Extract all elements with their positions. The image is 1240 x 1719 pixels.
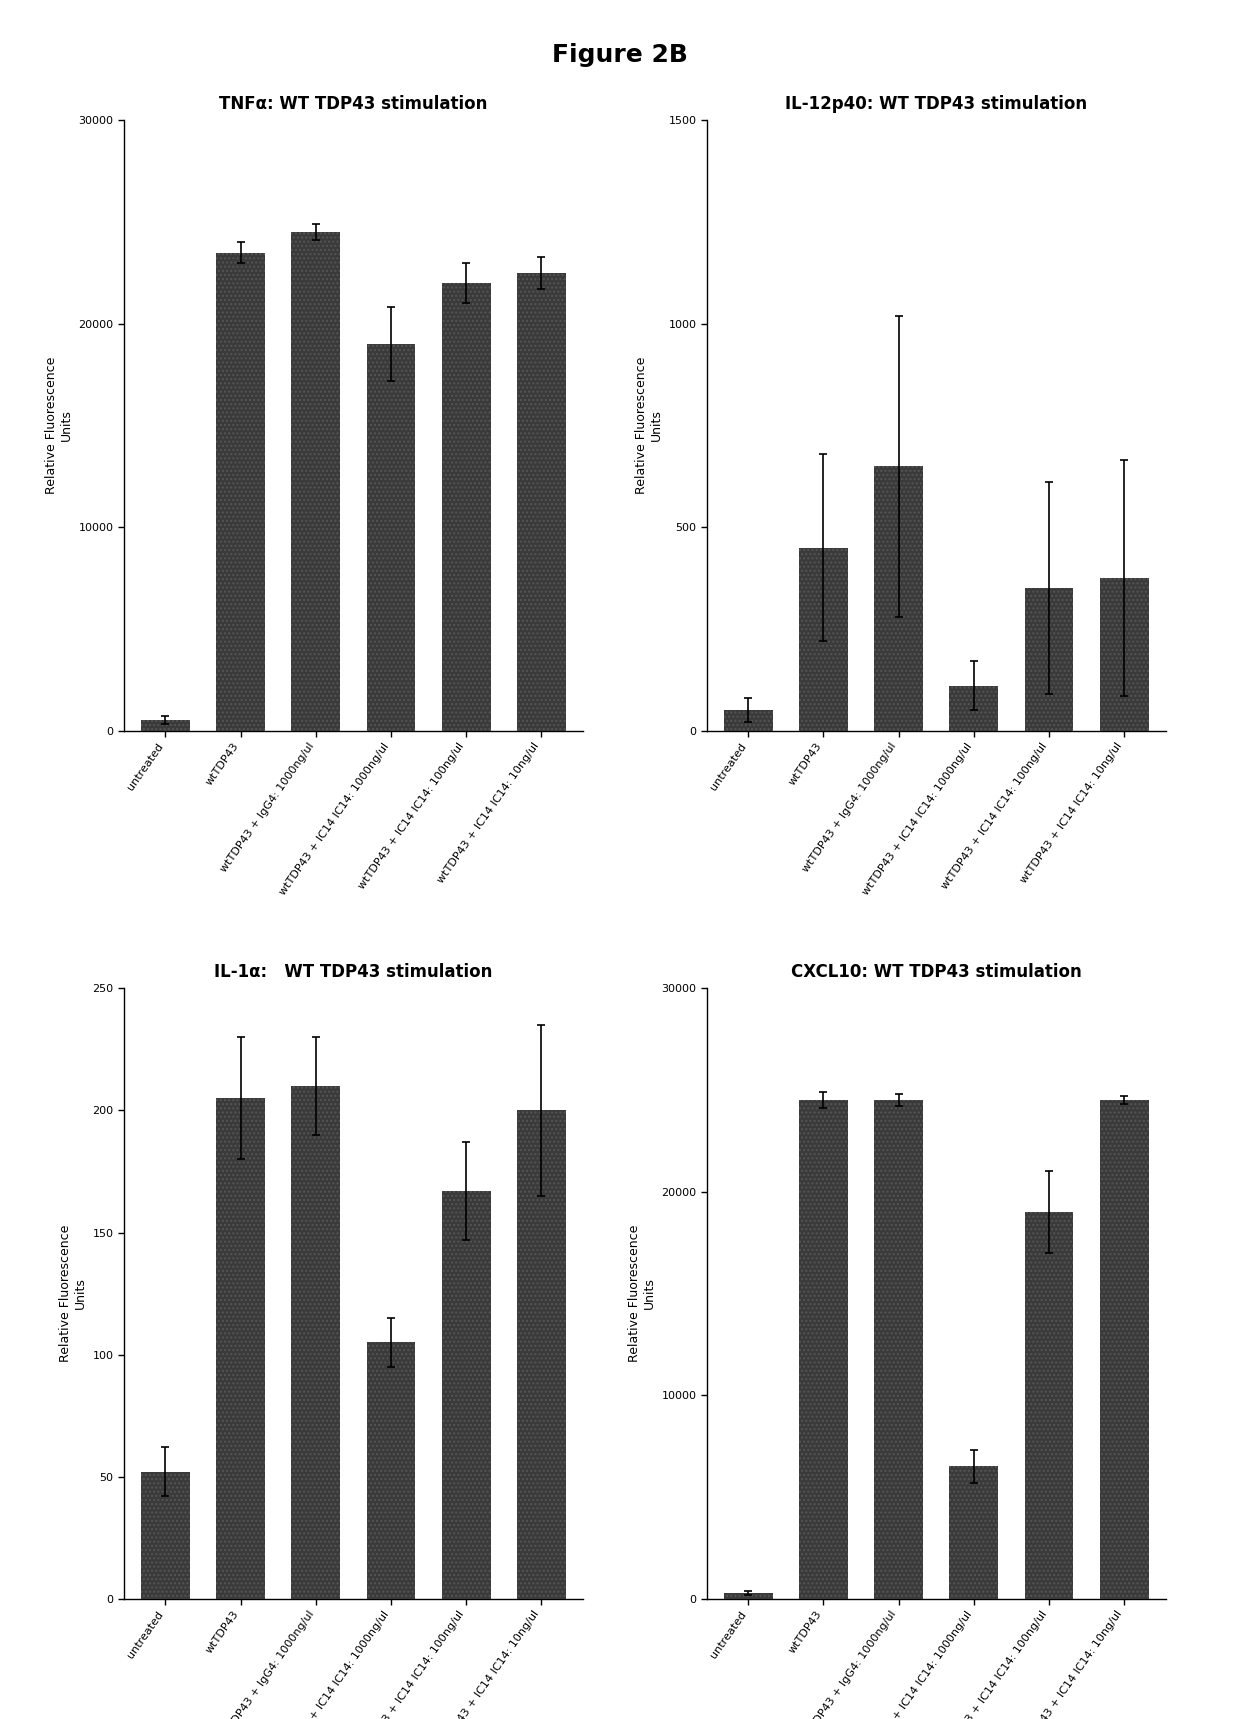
Bar xyxy=(141,1471,190,1599)
Bar xyxy=(291,232,340,731)
Y-axis label: Relative Fluorescence
Units: Relative Fluorescence Units xyxy=(60,1226,87,1361)
Bar xyxy=(724,1592,773,1599)
Bar xyxy=(367,1343,415,1599)
Bar xyxy=(874,466,923,731)
Bar xyxy=(441,1191,491,1599)
Bar xyxy=(874,1100,923,1599)
Title: CXCL10: WT TDP43 stimulation: CXCL10: WT TDP43 stimulation xyxy=(791,963,1081,982)
Bar xyxy=(950,1466,998,1599)
Bar xyxy=(291,1086,340,1599)
Bar xyxy=(517,1110,565,1599)
Text: Figure 2B: Figure 2B xyxy=(552,43,688,67)
Bar xyxy=(141,720,190,731)
Bar xyxy=(367,344,415,731)
Y-axis label: Relative Fluorescence
Units: Relative Fluorescence Units xyxy=(45,358,73,493)
Y-axis label: Relative Fluorescence
Units: Relative Fluorescence Units xyxy=(635,358,663,493)
Bar xyxy=(950,686,998,731)
Y-axis label: Relative Fluorescence
Units: Relative Fluorescence Units xyxy=(627,1226,656,1361)
Bar xyxy=(724,710,773,731)
Bar xyxy=(441,284,491,731)
Title: IL-12p40: WT TDP43 stimulation: IL-12p40: WT TDP43 stimulation xyxy=(785,95,1087,113)
Bar xyxy=(216,253,265,731)
Bar xyxy=(1100,578,1148,731)
Bar xyxy=(799,1100,848,1599)
Bar xyxy=(517,273,565,731)
Bar xyxy=(1100,1100,1148,1599)
Bar xyxy=(1024,588,1074,731)
Bar xyxy=(799,547,848,731)
Title: IL-1α:   WT TDP43 stimulation: IL-1α: WT TDP43 stimulation xyxy=(215,963,492,982)
Title: TNFα: WT TDP43 stimulation: TNFα: WT TDP43 stimulation xyxy=(219,95,487,113)
Bar xyxy=(216,1098,265,1599)
Bar xyxy=(1024,1212,1074,1599)
